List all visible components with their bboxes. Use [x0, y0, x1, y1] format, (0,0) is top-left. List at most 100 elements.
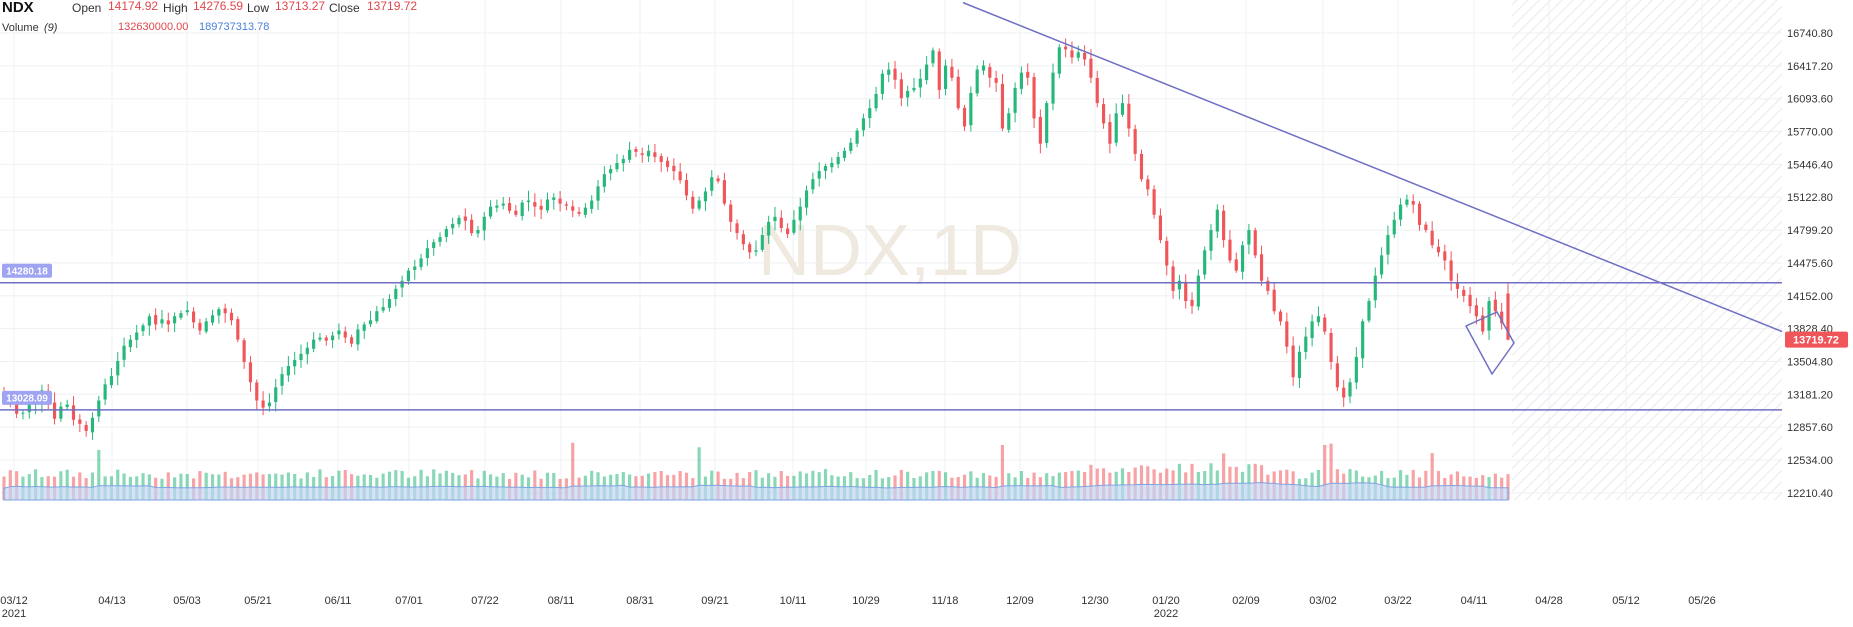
candle-body [229, 312, 234, 321]
candle-body [887, 69, 891, 75]
candle-body [1500, 311, 1504, 324]
candle-body [1083, 52, 1087, 60]
volume-bar [1133, 467, 1137, 500]
candle-body [501, 203, 505, 206]
y-tick-label: 13504.80 [1787, 356, 1833, 368]
candle-body [628, 149, 632, 160]
volume-bar [653, 471, 657, 500]
x-tick-label: 05/26 [1688, 595, 1716, 607]
candle-body [1190, 299, 1194, 307]
candle-body [451, 223, 455, 229]
candle-body [653, 152, 657, 157]
diamond-pattern [1464, 311, 1515, 376]
candle-body [1234, 259, 1238, 271]
candle-body [956, 76, 960, 109]
candle-body [1215, 209, 1219, 232]
candle-body [280, 374, 284, 386]
candle-body [729, 204, 733, 222]
candle-body [210, 315, 215, 323]
candle-body [463, 216, 467, 221]
candle-body [741, 234, 745, 245]
x-tick-label: 01/20 [1152, 595, 1180, 607]
candle-body [533, 202, 537, 207]
candlestick-series [2, 38, 1510, 440]
candle-body [27, 403, 31, 413]
candle-body [122, 345, 126, 360]
last-price-tag [1785, 331, 1848, 348]
candle-body [1392, 219, 1396, 235]
volume-bar [590, 470, 594, 500]
candle-body [242, 340, 246, 362]
candle-body [489, 206, 493, 217]
candle-body [116, 360, 120, 376]
candle-body [836, 156, 840, 165]
candle-body [400, 280, 404, 288]
volume-bar [659, 471, 663, 500]
volume-bar [116, 469, 120, 500]
low-label: Low [247, 1, 270, 15]
candle-body [1462, 289, 1466, 296]
candle-body [861, 118, 866, 131]
candle-body [1361, 321, 1365, 359]
y-tick-label: 14152.00 [1787, 291, 1833, 303]
candle-body [944, 65, 948, 90]
volume-bar [899, 469, 903, 500]
candle-body [798, 206, 802, 221]
candle-body [1247, 229, 1251, 245]
volume-bar [1095, 468, 1099, 500]
volume-bar [204, 472, 208, 500]
candle-body [1417, 203, 1422, 225]
candle-body [786, 228, 790, 235]
volume-bar [1253, 463, 1257, 500]
volume-bar [470, 470, 474, 500]
x-tick-label: 05/03 [173, 595, 201, 607]
candle-body [1323, 317, 1327, 332]
candle-body [166, 320, 170, 325]
candle-body [438, 237, 442, 242]
candle-body [842, 150, 847, 158]
candle-body [880, 73, 884, 94]
candle-body [419, 258, 423, 267]
candle-body [381, 307, 385, 311]
volume-bar [286, 472, 290, 500]
volume-bar [185, 474, 189, 500]
x-tick-label: 08/11 [548, 595, 575, 607]
last-price-text: 13719.72 [1793, 335, 1839, 347]
candle-body [912, 87, 916, 91]
watermark: NDX,1D [758, 211, 1022, 291]
candle-body [1146, 179, 1150, 190]
candle-body [1259, 254, 1264, 281]
candle-body [1076, 52, 1080, 58]
candle-body [564, 204, 568, 206]
candle-body [634, 149, 638, 152]
volume-bar [337, 470, 341, 500]
candle-body [609, 169, 613, 174]
drawings[interactable]: 14280.18 13028.09 [0, 1, 1783, 411]
volume-bar [767, 473, 771, 500]
candle-body [425, 248, 429, 259]
candle-body [65, 404, 69, 408]
candle-body [931, 50, 935, 64]
candle-body [470, 219, 474, 234]
candle-body [103, 384, 107, 400]
candle-body [937, 51, 941, 90]
candle-body [1152, 189, 1156, 215]
candle-body [318, 337, 322, 340]
candle-body [84, 424, 88, 431]
candle-body [337, 330, 341, 335]
y-tick-label: 12857.60 [1787, 422, 1833, 434]
close-value: 13719.72 [367, 0, 418, 13]
candle-body [128, 339, 132, 348]
candle-body [994, 78, 998, 83]
candle-body [906, 90, 910, 98]
candle-body [678, 171, 682, 181]
volume-bar [1177, 463, 1181, 500]
candle-body [1443, 251, 1447, 261]
candle-body [1032, 77, 1036, 119]
y-tick-label: 16093.60 [1787, 94, 1833, 106]
watermark-text: NDX,1D [758, 211, 1022, 291]
x-year-label: 2021 [2, 608, 26, 620]
candle-body [1436, 246, 1441, 253]
